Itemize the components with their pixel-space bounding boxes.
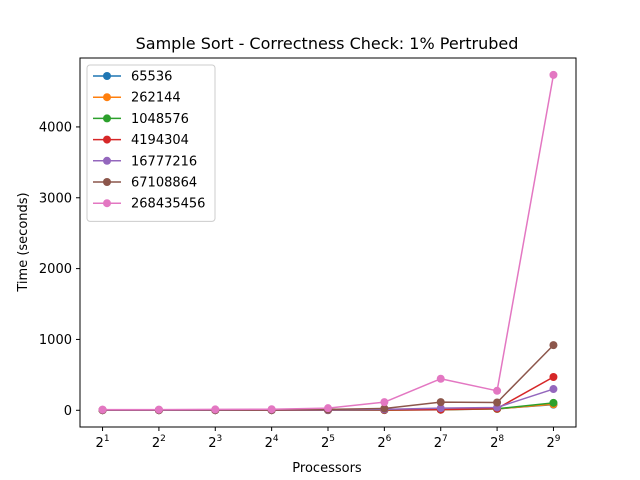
x-tick-base: 2 — [321, 436, 329, 451]
data-point-67108864-8 — [549, 341, 558, 350]
legend-marker-16777216 — [103, 156, 111, 165]
x-tick-base: 2 — [377, 436, 385, 451]
x-tick-base: 2 — [490, 436, 498, 451]
y-tick-label: 4000 — [39, 120, 72, 135]
x-tick-exponent: 4 — [273, 434, 279, 444]
x-tick-exponent: 9 — [555, 434, 561, 444]
data-point-16777216-8 — [549, 385, 558, 394]
data-point-268435456-6 — [436, 374, 445, 383]
legend-marker-1048576 — [103, 114, 111, 123]
legend-label-4194304: 4194304 — [131, 133, 189, 148]
data-point-67108864-5 — [380, 404, 389, 413]
x-tick-base: 2 — [152, 436, 160, 451]
x-tick-base: 2 — [265, 436, 273, 451]
y-tick-label: 2000 — [39, 262, 72, 277]
x-tick-base: 2 — [434, 436, 442, 451]
x-tick-exponent: 5 — [329, 434, 335, 444]
legend-marker-262144 — [103, 93, 111, 102]
legend-marker-4194304 — [103, 135, 111, 144]
x-tick-label: 27 — [434, 434, 448, 451]
legend-marker-67108864 — [103, 178, 111, 186]
x-tick-label: 25 — [321, 434, 335, 451]
data-point-268435456-0 — [98, 405, 107, 414]
x-axis-label: Processors — [292, 461, 362, 476]
data-point-4194304-8 — [549, 372, 558, 381]
data-point-1048576-8 — [549, 398, 558, 407]
data-point-268435456-2 — [211, 405, 220, 414]
x-tick-label: 26 — [377, 434, 391, 451]
data-point-67108864-7 — [493, 398, 502, 407]
x-tick-label: 28 — [490, 434, 504, 451]
x-tick-base: 2 — [208, 436, 216, 451]
data-point-16777216-6 — [436, 404, 445, 413]
y-axis-label: Time (seconds) — [16, 192, 31, 292]
x-tick-exponent: 1 — [104, 434, 110, 444]
x-tick-base: 2 — [546, 436, 554, 451]
x-tick-exponent: 3 — [217, 434, 223, 444]
x-tick-exponent: 7 — [442, 434, 448, 444]
legend-label-1048576: 1048576 — [131, 112, 189, 127]
x-tick-label: 21 — [96, 434, 110, 451]
data-point-268435456-5 — [380, 398, 389, 407]
data-point-268435456-3 — [267, 405, 276, 414]
x-tick-exponent: 6 — [386, 434, 392, 444]
plot-area: 21 22 23 24 25 26 27 28 290100020003000400065536… — [39, 57, 577, 451]
legend-label-268435456: 268435456 — [131, 197, 205, 212]
legend-marker-65536 — [103, 72, 111, 80]
x-tick-label: 24 — [265, 434, 279, 451]
x-tick-label: 22 — [152, 434, 166, 451]
legend-label-65536: 65536 — [131, 70, 172, 85]
legend-label-262144: 262144 — [131, 91, 181, 106]
x-tick-base: 2 — [96, 436, 104, 451]
legend-label-16777216: 16777216 — [131, 154, 197, 169]
x-tick-label: 29 — [546, 434, 560, 451]
x-tick-label: 23 — [208, 434, 222, 451]
legend-label-67108864: 67108864 — [131, 176, 197, 191]
series-line-67108864 — [102, 344, 554, 411]
legend-marker-268435456 — [103, 199, 111, 208]
x-tick-exponent: 8 — [498, 434, 504, 444]
x-tick-exponent: 2 — [160, 434, 166, 444]
y-tick-label: 3000 — [39, 191, 72, 206]
data-point-268435456-1 — [154, 405, 163, 414]
data-point-268435456-8 — [549, 70, 558, 79]
y-tick-label: 0 — [64, 404, 72, 419]
data-point-67108864-6 — [436, 398, 445, 407]
chart-title: Sample Sort - Correctness Check: 1% Pert… — [136, 34, 519, 53]
y-tick-label: 1000 — [39, 333, 72, 348]
data-point-268435456-7 — [493, 386, 502, 395]
data-point-268435456-4 — [324, 404, 332, 413]
